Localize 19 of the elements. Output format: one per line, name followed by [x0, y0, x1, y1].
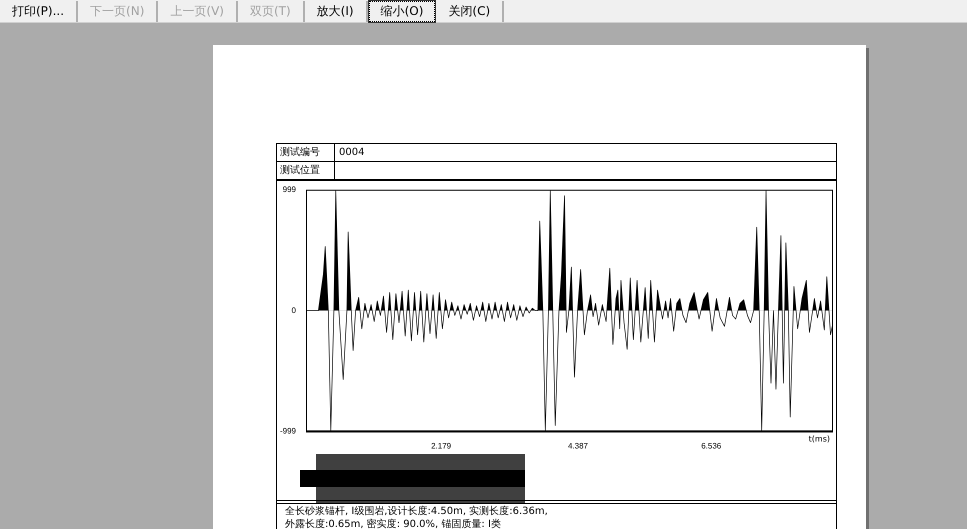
text: 外露长度:0.65m, 密实度: 90.0%, 锚固质量: I类: [285, 518, 502, 529]
text: 上一页(V): [158, 0, 238, 22]
y-tick-label: 999: [282, 185, 297, 194]
x-tick-label: 2.179: [431, 441, 452, 450]
text: 放大(I): [304, 0, 368, 22]
text: 关闭(C): [436, 0, 504, 22]
x-tick-label: 4.387: [568, 441, 589, 450]
text: 下一页(N): [78, 0, 158, 22]
text: 测试位置: [277, 162, 335, 179]
text: 0004: [339, 146, 364, 160]
x-tick-label: 6.536: [701, 441, 722, 450]
text: 缩小(O): [368, 0, 436, 22]
x-axis-title: t(ms): [808, 434, 830, 444]
text: 打印(P)...: [0, 0, 78, 22]
text: 双页(T): [238, 0, 305, 22]
text: 测试编号: [277, 144, 335, 161]
y-tick-label: -999: [280, 426, 297, 436]
text: 全长砂浆锚杆, I级围岩,设计长度:4.50m, 实测长度:6.36m,: [285, 505, 548, 518]
y-tick-label: 0: [292, 306, 297, 315]
